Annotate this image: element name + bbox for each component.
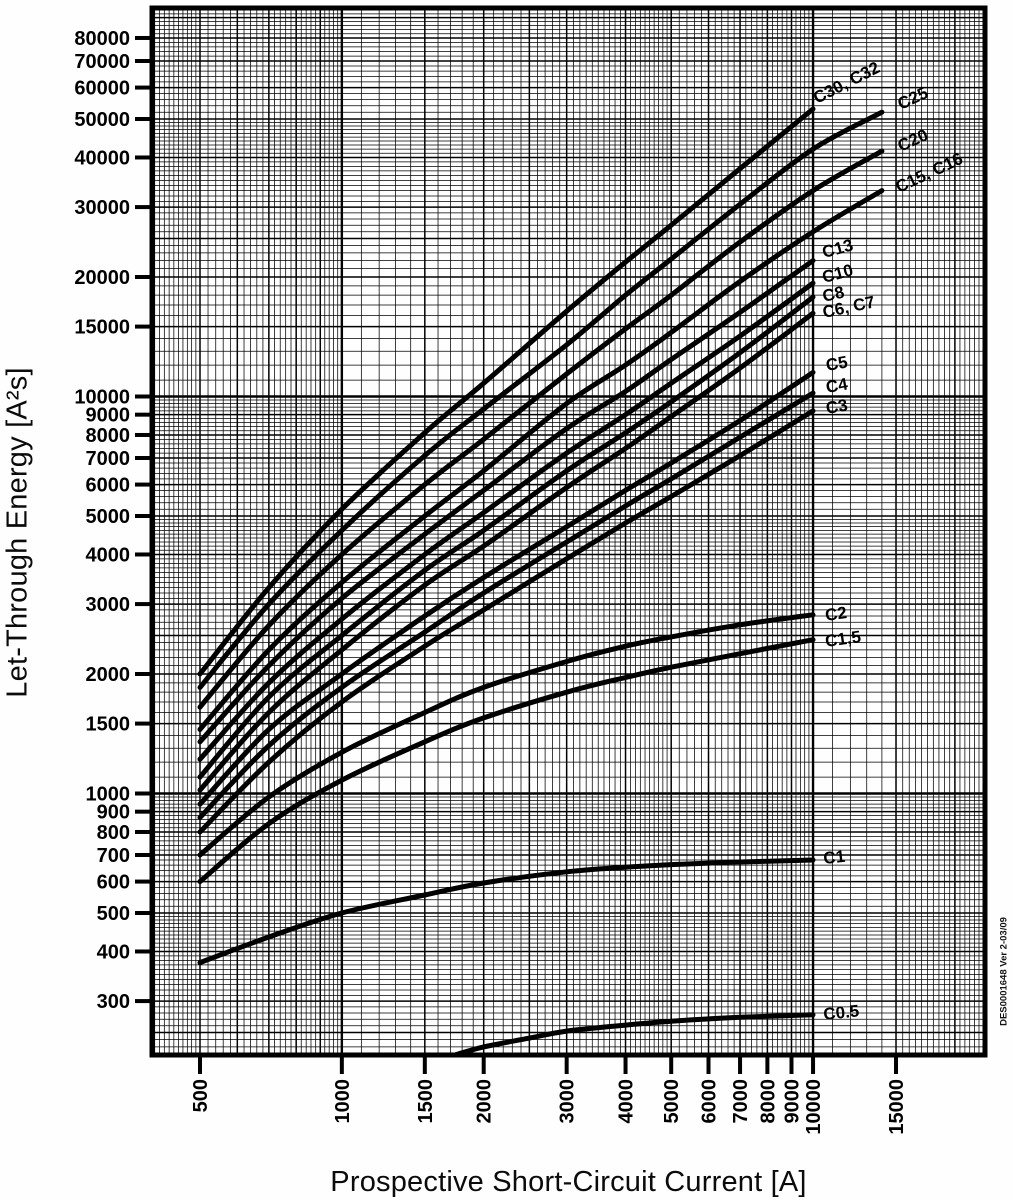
x-tick-label: 1000 xyxy=(332,1079,354,1124)
curve-c6-c7 xyxy=(197,310,816,793)
curve-label-c5: C5 xyxy=(824,352,849,374)
x-tick-label: 10000 xyxy=(803,1079,825,1135)
y-axis-title: Let-Through Energy [A²s] xyxy=(1,367,34,698)
y-tick-label: 50000 xyxy=(74,109,130,131)
y-tick-label: 30000 xyxy=(74,197,130,219)
curve-c25 xyxy=(197,109,885,690)
curve-c20 xyxy=(197,148,885,710)
y-tick-label: 6000 xyxy=(86,475,131,497)
x-tick-label: 15000 xyxy=(886,1079,908,1135)
y-tick-label: 800 xyxy=(97,822,130,844)
curve-c4 xyxy=(197,390,816,821)
y-tick-label: 4000 xyxy=(86,544,131,566)
x-axis-title: Prospective Short-Circuit Current [A] xyxy=(330,1166,807,1198)
y-tick-label: 300 xyxy=(97,991,130,1013)
x-tick-label: 500 xyxy=(190,1079,212,1112)
curve-label-c10: C10 xyxy=(820,260,855,286)
curve-c8 xyxy=(197,294,816,780)
y-tick-label: 70000 xyxy=(74,51,130,73)
y-tick-label: 1000 xyxy=(86,784,131,806)
curve-c30-c32 xyxy=(197,106,816,677)
curve-label-c1-5: C1,5 xyxy=(824,627,862,651)
curve-c10 xyxy=(197,280,816,762)
y-tick-label: 500 xyxy=(97,903,130,925)
curve-c5 xyxy=(197,369,816,807)
y-tick-label: 20000 xyxy=(74,267,130,289)
x-tick-label: 9000 xyxy=(781,1079,803,1124)
y-tick-label: 60000 xyxy=(74,78,130,100)
x-tick-label: 7000 xyxy=(730,1079,752,1124)
curve-label-c13: C13 xyxy=(820,235,855,261)
curve-label-c3: C3 xyxy=(824,395,849,417)
curve-label-c1: C1 xyxy=(822,847,846,868)
y-tick-label: 9000 xyxy=(86,405,131,427)
curve-label-c4: C4 xyxy=(824,374,849,397)
y-tick-label: 600 xyxy=(97,872,130,894)
y-tick-label: 5000 xyxy=(86,506,131,528)
y-tick-label: 40000 xyxy=(74,147,130,169)
curve-c15-c16 xyxy=(197,188,885,732)
x-tick-label: 3000 xyxy=(557,1079,579,1124)
curve-label-c30-c32: C30, C32 xyxy=(810,58,883,108)
x-tick-label: 5000 xyxy=(661,1079,683,1124)
curve-label-c2: C2 xyxy=(824,603,848,625)
axes: 3004005006007008009001000150020003000400… xyxy=(74,28,908,1135)
x-tick-label: 2000 xyxy=(474,1079,496,1124)
curve-c13 xyxy=(197,258,816,745)
x-tick-label: 4000 xyxy=(616,1079,638,1124)
curve-c0-5 xyxy=(453,1012,816,1055)
x-tick-label: 1500 xyxy=(415,1079,437,1124)
y-tick-label: 400 xyxy=(97,941,130,963)
plot-frame xyxy=(149,5,988,1058)
x-tick-label: 6000 xyxy=(699,1079,721,1124)
curve-c1-5 xyxy=(197,637,816,885)
y-tick-label: 10000 xyxy=(74,387,130,409)
y-tick-label: 8000 xyxy=(86,425,131,447)
document-reference-note: DES0001648 Ver 2-03/09 xyxy=(998,917,1010,1026)
y-tick-label: 1500 xyxy=(86,714,131,736)
curve-c1 xyxy=(197,857,816,966)
y-tick-label: 900 xyxy=(97,802,130,824)
y-tick-label: 700 xyxy=(97,845,130,867)
y-tick-label: 3000 xyxy=(86,594,131,616)
y-tick-label: 2000 xyxy=(86,664,131,686)
curves xyxy=(197,106,885,1055)
y-tick-label: 80000 xyxy=(74,28,130,50)
curve-c3 xyxy=(197,408,816,835)
y-tick-label: 15000 xyxy=(74,317,130,339)
curve-label-c0-5: C0.5 xyxy=(822,1001,860,1024)
curve-label-c8: C8 xyxy=(821,282,846,305)
x-tick-label: 8000 xyxy=(757,1079,779,1124)
y-tick-label: 7000 xyxy=(86,448,131,470)
curve-c2 xyxy=(197,612,816,858)
